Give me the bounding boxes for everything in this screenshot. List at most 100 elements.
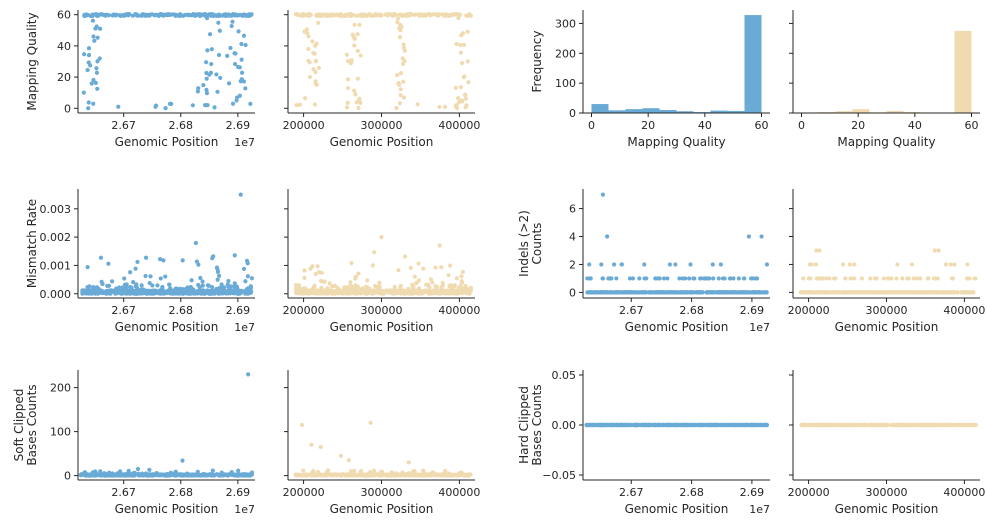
data-point: [240, 71, 244, 75]
data-point: [401, 80, 405, 84]
data-point: [588, 290, 592, 294]
y-tick-label: 0.00: [552, 419, 577, 432]
data-point: [356, 49, 360, 53]
data-point: [86, 68, 90, 72]
data-point: [327, 472, 331, 476]
data-point: [647, 423, 651, 427]
data-point: [320, 473, 324, 477]
data-point: [91, 19, 95, 23]
data-point: [459, 33, 463, 37]
data-point: [462, 289, 466, 293]
data-point: [732, 423, 736, 427]
data-point: [243, 292, 247, 296]
data-point: [315, 14, 319, 18]
data-point: [884, 423, 888, 427]
data-point: [882, 276, 886, 280]
x-tick-label: 300000: [361, 119, 403, 132]
y-axis-title: Bases Counts: [25, 384, 39, 465]
data-point: [605, 234, 609, 238]
data-point: [120, 291, 124, 295]
data-point: [894, 276, 898, 280]
data-point: [415, 290, 419, 294]
x-tick-label: 300000: [866, 486, 908, 499]
data-point: [399, 71, 403, 75]
data-point: [601, 423, 605, 427]
data-point: [140, 471, 144, 475]
data-point: [641, 423, 645, 427]
data-point: [95, 71, 99, 75]
data-point: [454, 42, 458, 46]
data-point: [135, 13, 139, 17]
x-offset-label: 1e7: [749, 321, 770, 334]
data-point: [755, 290, 759, 294]
data-point: [212, 105, 216, 109]
data-point: [838, 290, 842, 294]
data-point: [711, 276, 715, 280]
x-tick-label: 200000: [283, 486, 325, 499]
data-point: [180, 459, 184, 463]
data-point: [733, 290, 737, 294]
data-point: [876, 423, 880, 427]
data-point: [391, 289, 395, 293]
data-point: [346, 77, 350, 81]
data-point: [94, 66, 98, 70]
data-point: [215, 267, 219, 271]
x-axis-title: Genomic Position: [835, 502, 939, 516]
data-point: [637, 276, 641, 280]
data-point: [205, 16, 209, 20]
data-point: [167, 283, 171, 287]
panel-mm-pos-b: 200000 300000 400000Genomic Position: [283, 189, 481, 334]
data-point: [937, 248, 941, 252]
data-point: [684, 423, 688, 427]
x-axis-title: Genomic Position: [330, 502, 434, 516]
data-point: [248, 102, 252, 106]
data-point: [461, 270, 465, 274]
data-point: [910, 290, 914, 294]
data-point: [435, 13, 439, 17]
data-point: [172, 289, 176, 293]
data-point: [459, 51, 463, 55]
data-point: [641, 290, 645, 294]
data-point: [865, 290, 869, 294]
data-point: [91, 78, 95, 82]
marks: [799, 423, 978, 427]
data-point: [932, 276, 936, 280]
data-point: [149, 12, 153, 16]
x-axis-title: Genomic Position: [115, 320, 219, 334]
data-point: [460, 99, 464, 103]
data-point: [698, 276, 702, 280]
data-point: [601, 192, 605, 196]
data-point: [402, 288, 406, 292]
data-point: [332, 291, 336, 295]
data-point: [103, 13, 107, 17]
data-point: [95, 24, 99, 28]
data-point: [830, 290, 834, 294]
y-tick-label: 0.002: [40, 231, 72, 244]
data-point: [237, 13, 241, 17]
data-point: [432, 288, 436, 292]
data-point: [346, 101, 350, 105]
data-point: [466, 80, 470, 84]
data-point: [413, 275, 417, 279]
data-point: [231, 102, 235, 106]
data-point: [310, 39, 314, 43]
data-point: [737, 423, 741, 427]
data-point: [900, 276, 904, 280]
data-point: [915, 290, 919, 294]
data-point: [95, 59, 99, 63]
marks: [79, 372, 254, 477]
data-point: [662, 276, 666, 280]
x-tick-label: 400000: [943, 486, 985, 499]
data-point: [246, 372, 250, 376]
data-point: [656, 290, 660, 294]
data-point: [333, 473, 337, 477]
data-point: [246, 286, 250, 290]
data-point: [416, 261, 420, 265]
data-point: [465, 287, 469, 291]
panel-soft-pos-b: 200000 300000 400000Genomic Position: [283, 370, 481, 516]
data-point: [200, 291, 204, 295]
data-point: [377, 281, 381, 285]
data-point: [446, 471, 450, 475]
data-point: [711, 262, 715, 266]
